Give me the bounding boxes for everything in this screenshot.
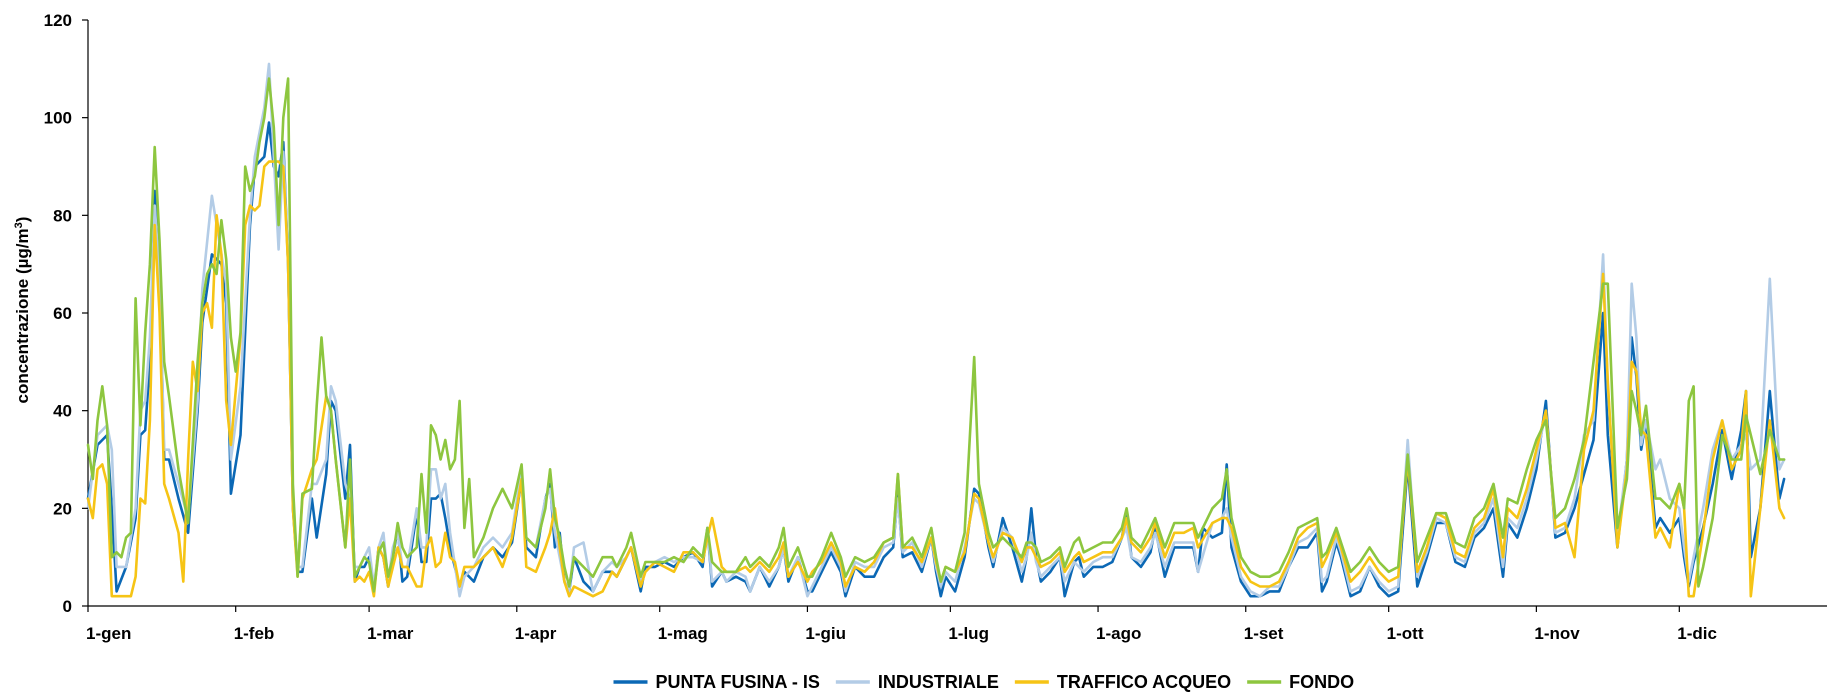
- y-axis: 0 20 40 60 80 100 120: [44, 11, 88, 616]
- y-tick-label: 40: [53, 402, 72, 421]
- x-tick-label: 1-mag: [658, 624, 708, 643]
- x-tick-label: 1-ago: [1096, 624, 1141, 643]
- x-tick-label: 1-gen: [86, 624, 131, 643]
- legend-label: FONDO: [1289, 672, 1354, 692]
- series-line-3: [86, 77, 1786, 593]
- y-axis-title-close: ): [13, 217, 32, 223]
- x-tick-label: 1-set: [1244, 624, 1284, 643]
- x-tick-label: 1-mar: [367, 624, 414, 643]
- legend-label: INDUSTRIALE: [878, 672, 999, 692]
- y-tick-label: 100: [44, 109, 72, 128]
- x-tick-label: 1-dic: [1677, 624, 1717, 643]
- y-axis-title-sup: 3: [13, 222, 25, 228]
- series-lines: [86, 62, 1786, 598]
- legend-item-0: PUNTA FUSINA - IS: [613, 672, 820, 692]
- x-tick-label: 1-lug: [948, 624, 989, 643]
- y-tick-label: 20: [53, 499, 72, 518]
- y-axis-title: concentrazione (µg/m3): [13, 217, 32, 404]
- legend-label: PUNTA FUSINA - IS: [656, 672, 820, 692]
- legend: PUNTA FUSINA - IS INDUSTRIALE TRAFFICO ACQ…: [613, 672, 1354, 692]
- x-tick-label: 1-apr: [515, 624, 557, 643]
- y-tick-label: 0: [63, 597, 72, 616]
- y-tick-label: 60: [53, 304, 72, 323]
- x-tick-label: 1-giu: [805, 624, 846, 643]
- y-tick-label: 80: [53, 206, 72, 225]
- legend-item-1: INDUSTRIALE: [835, 672, 999, 692]
- legend-label: TRAFFICO ACQUEO: [1057, 672, 1231, 692]
- legend-item-3: FONDO: [1247, 672, 1354, 692]
- y-axis-title-base: concentrazione (µg/m: [13, 228, 32, 403]
- x-tick-label: 1-feb: [234, 624, 275, 643]
- y-tick-label: 120: [44, 11, 72, 30]
- x-tick-label: 1-nov: [1534, 624, 1580, 643]
- legend-item-2: TRAFFICO ACQUEO: [1014, 672, 1231, 692]
- x-tick-label: 1-ott: [1387, 624, 1424, 643]
- x-axis: 1-gen 1-feb 1-mar 1-apr 1-mag 1-giu 1-lug 1-ago…: [86, 606, 1717, 643]
